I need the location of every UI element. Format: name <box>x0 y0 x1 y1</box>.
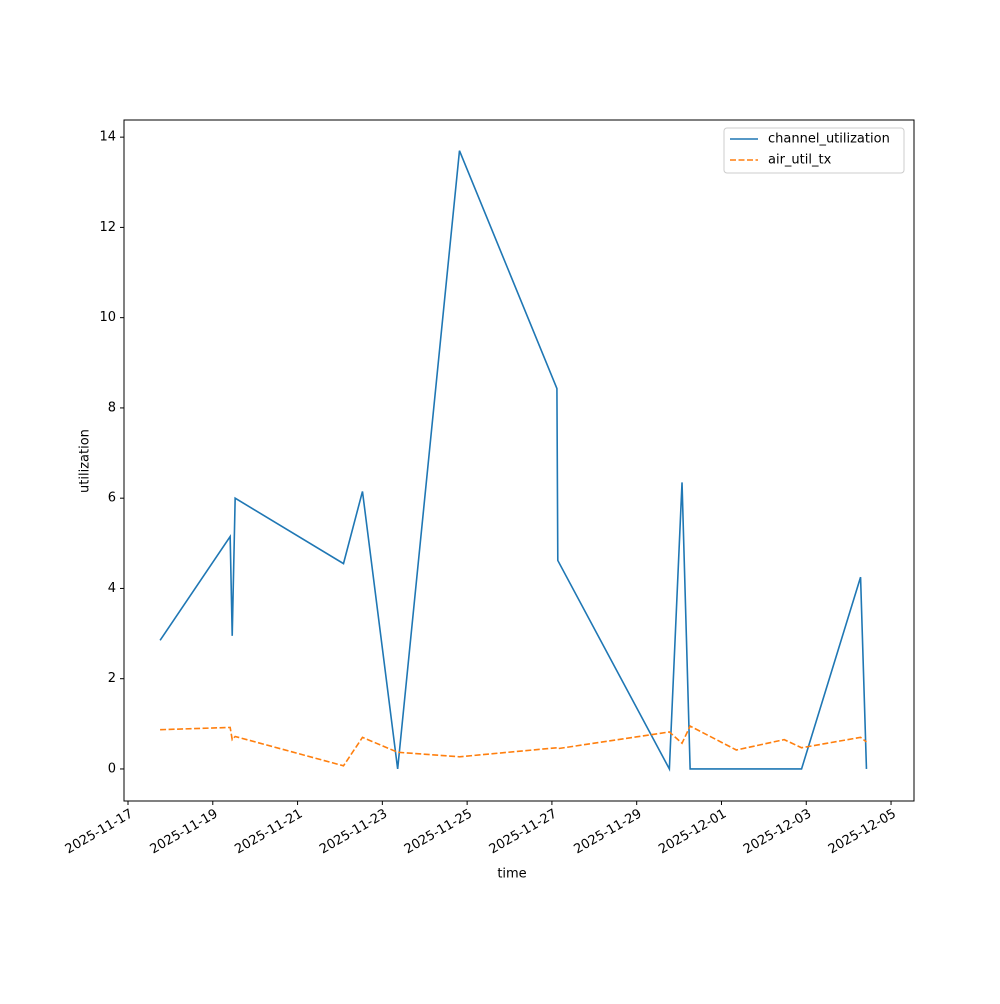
y-tick-label: 2 <box>108 671 116 686</box>
data-line <box>160 724 867 767</box>
legend-box <box>723 127 905 174</box>
y-tick-label: 10 <box>99 310 116 325</box>
y-axis-label: utilization <box>78 429 93 493</box>
y-tick-label: 14 <box>99 130 116 145</box>
legend-label: channel_utilization <box>768 132 890 147</box>
x-axis-label: time <box>497 867 526 882</box>
y-tick-label: 4 <box>108 581 116 596</box>
y-tick-label: 8 <box>108 400 116 415</box>
y-tick-label: 6 <box>108 491 116 506</box>
plot-frame <box>123 119 915 802</box>
y-tick-label: 12 <box>99 220 116 235</box>
data-line <box>159 150 868 772</box>
y-tick-label: 0 <box>108 761 116 776</box>
legend-label: air_util_tx <box>768 153 832 168</box>
